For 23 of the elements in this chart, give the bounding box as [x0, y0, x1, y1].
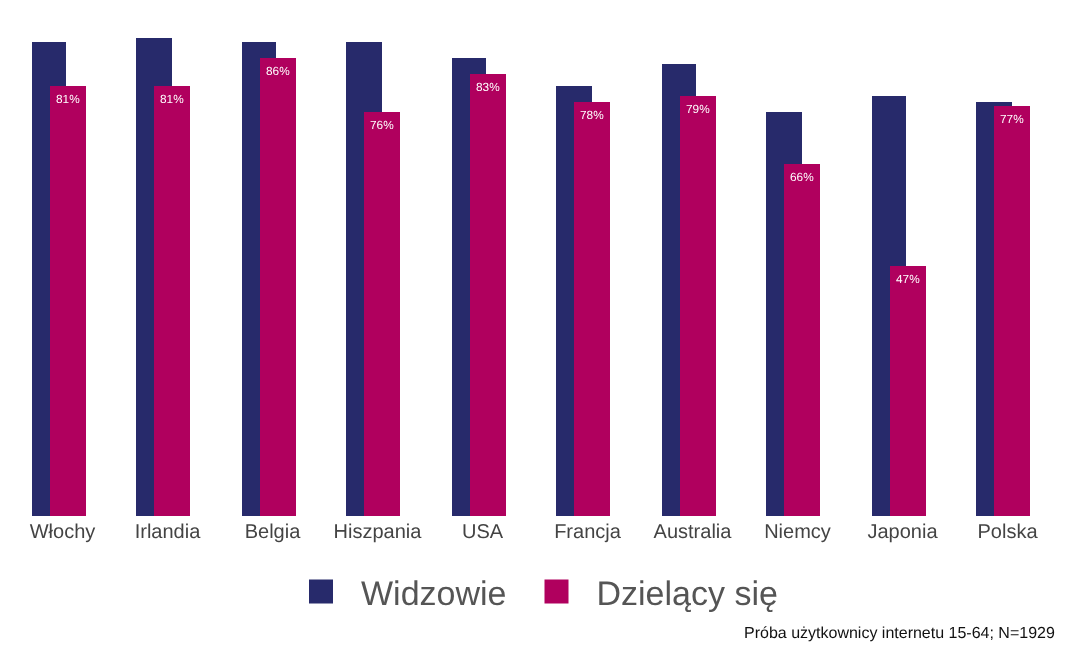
bar — [50, 86, 86, 516]
bar — [784, 164, 820, 516]
bar — [364, 112, 400, 516]
bar — [890, 266, 926, 516]
legend-label: Widzowie — [361, 574, 507, 613]
x-tick-label: Hiszpania — [333, 522, 423, 544]
x-tick-label: Irlandia — [134, 522, 202, 544]
x-tick-label: Włochy — [29, 522, 96, 544]
bar — [574, 102, 610, 516]
bar — [470, 74, 506, 516]
x-tick-label: Niemcy — [764, 522, 831, 544]
bar — [994, 106, 1030, 516]
x-tick-label: Belgia — [244, 522, 302, 544]
text: Próba użytkownicy internetu 15-64; N=1929 — [744, 624, 1056, 642]
x-tick-label: Australia — [653, 522, 733, 544]
bar — [680, 96, 716, 516]
bar — [154, 86, 190, 516]
legend-label: Dzielący się — [596, 574, 778, 613]
x-tick-label: USA — [461, 522, 504, 544]
x-tick-label: Polska — [977, 522, 1039, 544]
bar — [260, 58, 296, 516]
x-tick-label: Japonia — [867, 522, 939, 544]
x-tick-label: Francja — [554, 522, 622, 544]
